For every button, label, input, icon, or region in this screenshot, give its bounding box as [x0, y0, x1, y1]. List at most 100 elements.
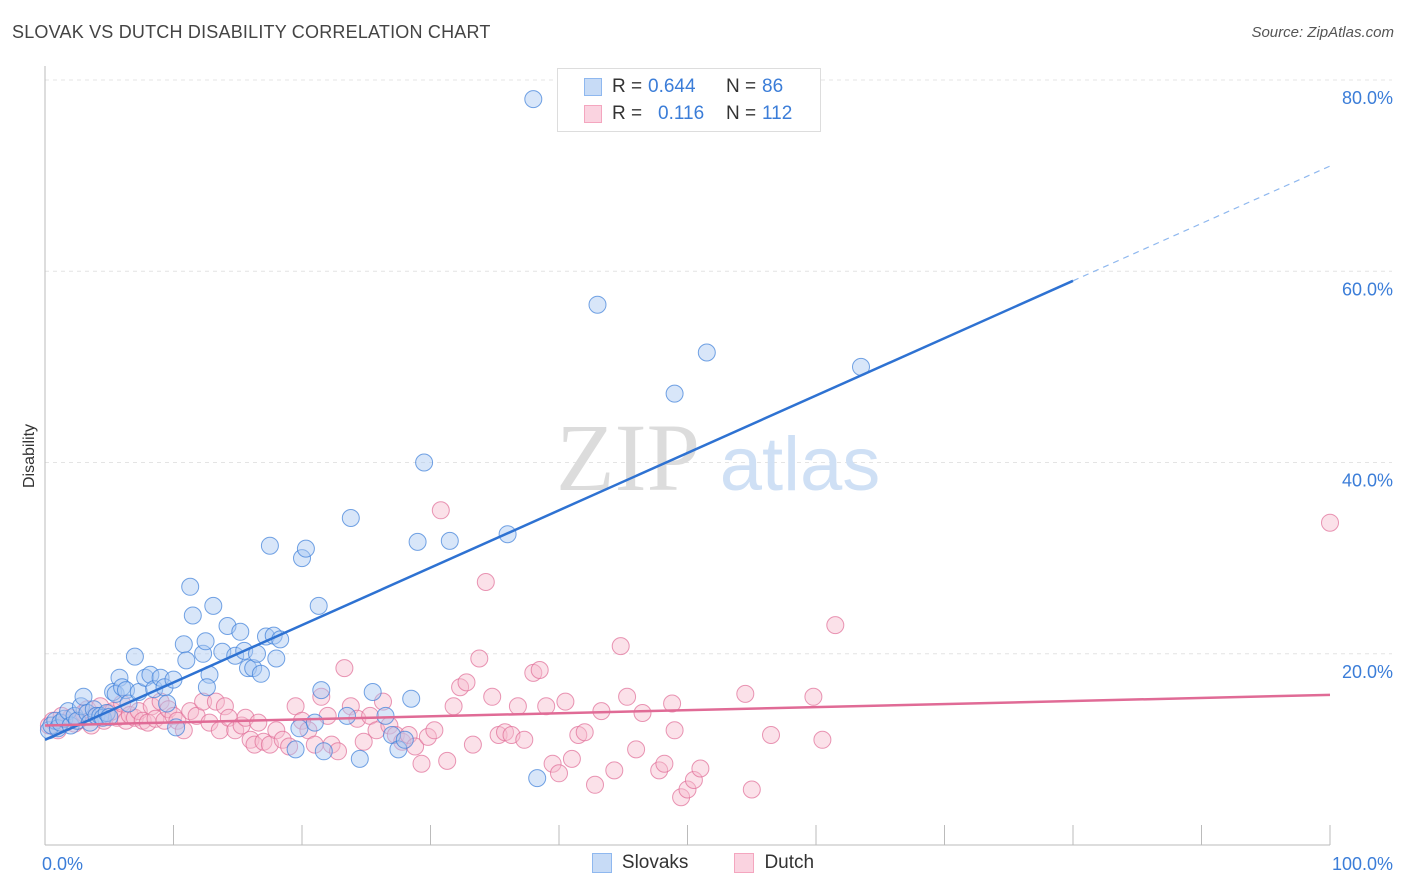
data-point-slovaks	[293, 549, 311, 568]
data-point-dutch	[618, 687, 637, 706]
legend-r-value: 0.116	[658, 103, 705, 124]
data-point-slovaks	[177, 651, 196, 670]
legend-r-value: 0.644	[648, 76, 696, 97]
data-point-slovaks	[588, 295, 607, 314]
data-point-dutch	[329, 742, 347, 761]
data-point-slovaks	[665, 384, 684, 403]
data-point-slovaks	[309, 596, 328, 615]
data-point-slovaks	[305, 713, 324, 732]
y-axis-label: Disability	[21, 424, 38, 488]
data-point-slovaks	[350, 749, 369, 768]
y-tick-label: 80.0%	[1342, 88, 1393, 108]
data-point-dutch	[633, 704, 652, 722]
data-point-slovaks	[524, 90, 543, 109]
data-point-slovaks	[231, 622, 250, 641]
data-point-slovaks	[125, 647, 144, 666]
data-point-dutch	[562, 749, 581, 768]
data-point-dutch	[611, 637, 630, 656]
data-point-slovaks	[312, 681, 331, 700]
trend-lines	[44, 165, 1331, 741]
data-point-dutch	[813, 730, 832, 749]
legend-item-dutch[interactable]: Dutch	[734, 852, 814, 874]
data-point-dutch	[515, 730, 534, 749]
data-point-slovaks	[341, 509, 360, 527]
legend-n-label: N =	[726, 103, 757, 124]
grid-lines	[45, 79, 1392, 655]
data-point-dutch	[476, 573, 495, 591]
series-legend: Slovaks Dutch	[0, 852, 1406, 874]
data-point-slovaks	[528, 769, 547, 788]
data-point-dutch	[194, 692, 213, 711]
data-point-slovaks	[141, 665, 160, 684]
data-point-dutch	[249, 713, 268, 732]
axes	[44, 66, 1331, 846]
data-point-dutch	[483, 687, 502, 706]
data-point-dutch	[322, 735, 341, 754]
trend-line-slovaks-extension	[1072, 165, 1331, 282]
data-point-dutch	[412, 754, 431, 773]
data-point-dutch	[312, 687, 331, 706]
data-point-dutch	[508, 697, 527, 716]
data-point-slovaks	[408, 532, 427, 551]
legend-n-label: N =	[726, 76, 757, 97]
data-point-dutch	[575, 723, 594, 742]
data-point-dutch	[543, 754, 562, 773]
stats-legend: R = 0.644 N = 86 R = 0.116 N = 112	[557, 68, 821, 132]
x-tick-label: 0.0%	[42, 854, 83, 874]
data-point-slovaks	[181, 577, 200, 596]
legend-r-label: R =	[612, 76, 643, 97]
data-point-dutch	[431, 501, 450, 520]
y-tick-label: 60.0%	[1342, 279, 1393, 299]
data-point-dutch	[335, 659, 354, 678]
data-point-dutch	[267, 721, 286, 740]
data-point-dutch	[736, 684, 755, 703]
chart-title: SLOVAK VS DUTCH DISABILITY CORRELATION C…	[12, 22, 491, 42]
data-point-dutch	[550, 764, 568, 783]
data-point-dutch	[451, 678, 470, 697]
data-point-dutch	[463, 735, 482, 754]
data-point-slovaks	[204, 596, 223, 615]
data-point-dutch	[457, 673, 476, 692]
data-point-slovaks	[158, 694, 177, 713]
data-point-dutch	[354, 732, 373, 751]
data-point-dutch	[530, 661, 549, 679]
data-point-dutch	[826, 616, 845, 635]
y-tick-label: 40.0%	[1342, 471, 1393, 491]
data-point-slovaks	[402, 689, 421, 708]
legend-swatch-slovaks	[584, 78, 602, 96]
legend-item-slovaks[interactable]: Slovaks	[591, 852, 689, 874]
data-point-dutch	[168, 711, 187, 730]
data-point-dutch	[663, 694, 682, 713]
legend-label-slovaks: Slovaks	[621, 852, 689, 873]
legend-swatch-dutch	[584, 105, 602, 123]
data-point-slovaks	[697, 343, 716, 362]
x-tick-label: 100.0%	[1332, 854, 1393, 874]
data-point-slovaks	[395, 730, 414, 749]
data-point-dutch	[155, 711, 174, 730]
watermark-atlas: atlas	[720, 422, 881, 507]
data-point-dutch	[1321, 513, 1339, 532]
tick-labels: 20.0% 40.0% 60.0% 80.0% 0.0% 100.0%	[42, 88, 1393, 874]
data-point-dutch	[438, 751, 457, 770]
data-point-slovaks	[376, 706, 395, 725]
data-point-slovaks	[260, 536, 279, 555]
legend-label-dutch: Dutch	[764, 852, 815, 873]
data-point-slovaks	[286, 740, 305, 759]
data-point-slovaks	[363, 683, 382, 701]
data-point-dutch	[386, 726, 405, 744]
data-point-dutch	[425, 721, 444, 740]
data-point-dutch	[678, 780, 697, 799]
legend-row-slovaks: R = 0.644 N = 86	[584, 76, 783, 98]
y-tick-label: 20.0%	[1342, 662, 1393, 682]
trend-line-slovaks	[44, 279, 1074, 741]
data-point-slovaks	[174, 635, 193, 654]
data-point-slovaks	[440, 531, 459, 550]
data-point-slovaks	[183, 606, 202, 625]
data-point-dutch	[206, 692, 225, 711]
data-point-dutch	[691, 759, 710, 778]
data-point-dutch	[655, 754, 674, 773]
data-point-slovaks	[267, 649, 286, 668]
data-point-slovaks	[389, 740, 408, 759]
data-point-dutch	[444, 697, 463, 716]
data-point-slovaks	[415, 453, 434, 472]
